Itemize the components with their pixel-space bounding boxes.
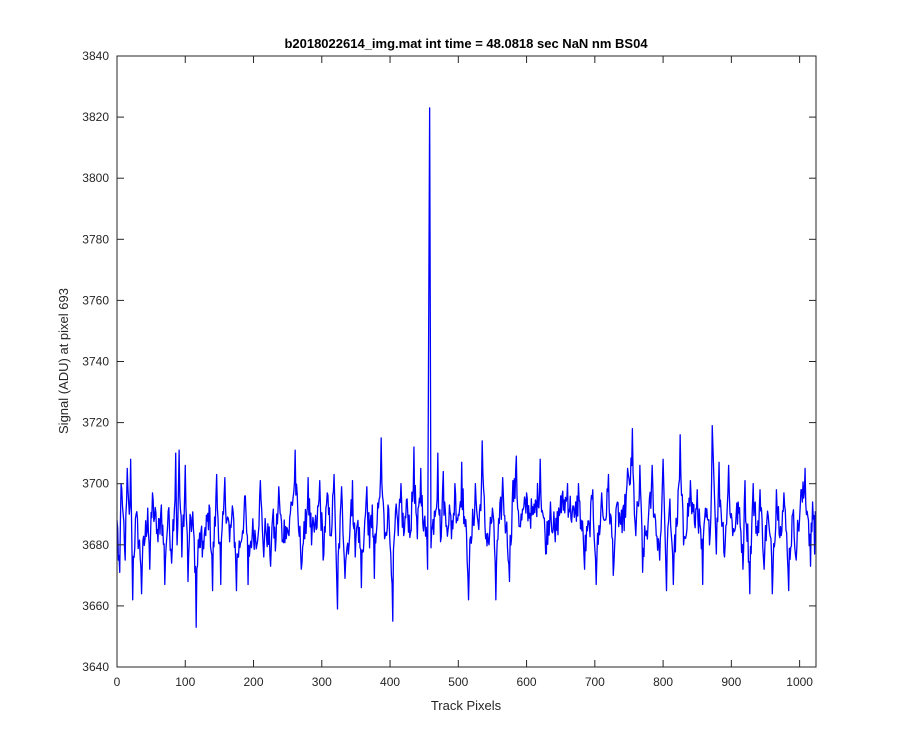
series-line [116, 107, 816, 628]
y-tick-label: 3660 [82, 599, 109, 613]
y-tick-label: 3760 [82, 293, 109, 307]
y-tick-label: 3820 [82, 110, 109, 124]
x-tick-label: 0 [114, 675, 121, 689]
y-axis-label: Signal (ADU) at pixel 693 [56, 288, 71, 434]
chart-title: b2018022614_img.mat int time = 48.0818 s… [284, 36, 648, 51]
x-axis-label: Track Pixels [431, 698, 502, 713]
y-tick-label: 3740 [82, 355, 109, 369]
x-tick-label: 600 [517, 675, 537, 689]
y-tick-label: 3720 [82, 416, 109, 430]
y-tick-label: 3840 [82, 49, 109, 63]
y-tick-label: 3780 [82, 232, 109, 246]
x-tick-label: 900 [721, 675, 741, 689]
x-tick-label: 500 [448, 675, 468, 689]
x-tick-label: 1000 [786, 675, 813, 689]
x-axis: 0 100 200 300 400 500 600 700 800 900 1000 [114, 56, 813, 689]
y-axis: 3640 3660 3680 3700 3720 3740 3760 3780 3800 3820… [82, 49, 816, 674]
y-tick-label: 3700 [82, 477, 109, 491]
data-layer [116, 107, 816, 628]
y-tick-label: 3800 [82, 171, 109, 185]
x-tick-label: 300 [312, 675, 332, 689]
plot-area [117, 56, 816, 667]
x-tick-label: 200 [244, 675, 264, 689]
x-tick-label: 400 [380, 675, 400, 689]
x-tick-label: 800 [653, 675, 673, 689]
y-tick-label: 3680 [82, 538, 109, 552]
y-tick-label: 3640 [82, 660, 109, 674]
x-tick-label: 700 [585, 675, 605, 689]
x-tick-label: 100 [175, 675, 195, 689]
